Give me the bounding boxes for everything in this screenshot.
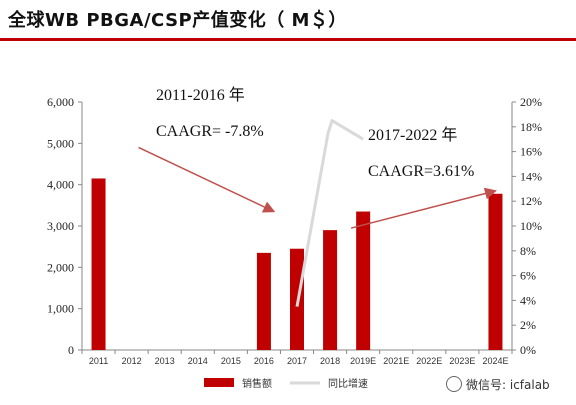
y-right-tick-label: 6% [520, 269, 536, 283]
y-right-tick-label: 16% [520, 145, 542, 159]
watermark-text: 微信号: icfalab [466, 377, 550, 392]
x-tick-label: 2023E [449, 356, 475, 366]
x-tick-label: 2016 [254, 356, 274, 366]
wechat-icon [446, 376, 462, 392]
x-tick-label: 2012 [122, 356, 142, 366]
y-right-tick-label: 20% [520, 95, 542, 109]
legend-swatch-sales [204, 378, 234, 387]
legend-label-growth: 同比增速 [328, 377, 368, 390]
y-left-tick-label: 4,000 [47, 178, 74, 192]
watermark: 微信号: icfalab [442, 373, 570, 395]
x-tick-label: 2014 [188, 356, 208, 366]
bar-2016 [256, 252, 271, 350]
bar-2011 [91, 178, 106, 350]
y-right-tick-label: 10% [520, 219, 542, 233]
y-left-tick-label: 0 [68, 343, 74, 357]
title-underline [0, 38, 576, 41]
y-left-tick-label: 5,000 [47, 136, 74, 150]
x-tick-label: 2021E [383, 356, 409, 366]
y-right-tick-label: 2% [520, 318, 536, 332]
bar-2024E [488, 193, 503, 350]
y-right-tick-label: 12% [520, 194, 542, 208]
y-right-tick-label: 4% [520, 293, 536, 307]
annotation-2-arrow [350, 187, 497, 229]
legend-label-sales: 销售额 [242, 377, 272, 390]
y-left-tick-label: 1,000 [47, 302, 74, 316]
y-right-tick-label: 0% [520, 343, 536, 357]
growth-line [295, 119, 364, 307]
y-left-tick-label: 6,000 [47, 95, 74, 109]
y-left-tick-label: 3,000 [47, 219, 74, 233]
y-left-tick-label: 2,000 [47, 260, 74, 274]
x-tick-label: 2019E [350, 356, 376, 366]
y-right-tick-label: 8% [520, 244, 536, 258]
x-tick-label: 2024E [482, 356, 508, 366]
annotation-1-line-2: CAAGR= -7.8% [156, 123, 264, 140]
x-tick-label: 2018 [320, 356, 340, 366]
annotation-1-line-1: 2011-2016 年 [156, 86, 245, 104]
annotation-2-line-2: CAAGR=3.61% [368, 163, 474, 180]
x-tick-label: 2013 [155, 356, 175, 366]
y-right-tick-label: 18% [520, 120, 542, 134]
annotation-2-line-1: 2017-2022 年 [368, 126, 457, 144]
annotation-1-arrow [138, 146, 276, 213]
x-tick-label: 2011 [89, 356, 108, 366]
x-tick-label: 2022E [416, 356, 442, 366]
x-tick-label: 2015 [221, 356, 241, 366]
y-right-tick-label: 14% [520, 169, 542, 183]
page-title: 全球WB PBGA/CSP产值变化（ M＄） [8, 10, 347, 31]
x-tick-label: 2017 [287, 356, 307, 366]
bar-2018 [323, 230, 338, 350]
bar-2019E [356, 211, 371, 350]
